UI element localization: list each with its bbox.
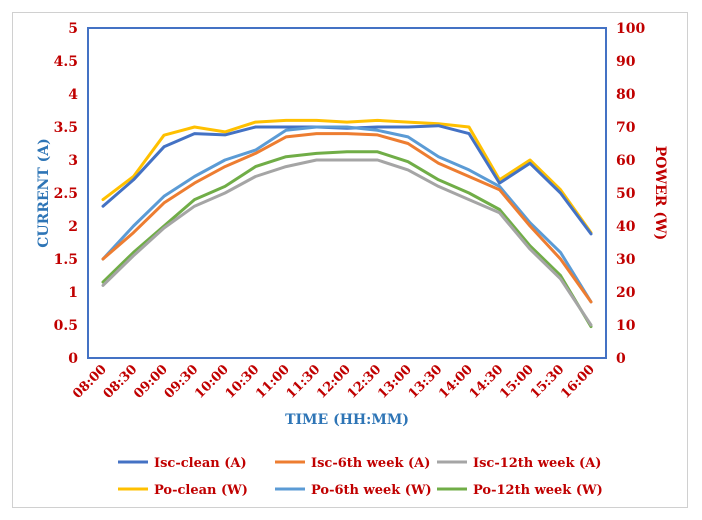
- right-tick-label: 70: [616, 120, 636, 136]
- x-tick-label: 14:00: [436, 362, 476, 402]
- series-layer: [101, 118, 593, 329]
- left-tick-label: 2.5: [54, 186, 78, 202]
- x-tick-label: 09:30: [162, 362, 202, 402]
- left-tick-label: 4.5: [54, 54, 78, 70]
- right-tick-label: 80: [616, 87, 636, 103]
- x-tick-label: 08:00: [70, 362, 110, 402]
- plot-area-border: [87, 27, 607, 359]
- x-tick-label: 08:30: [101, 362, 141, 402]
- left-tick-label: 3: [68, 153, 78, 169]
- right-tick-label: 0: [616, 351, 626, 367]
- x-tick-label: 12:30: [345, 362, 385, 402]
- left-axis-title: CURRENT (A): [36, 138, 52, 248]
- x-tick-label: 13:00: [375, 362, 415, 402]
- left-tick-label: 1.5: [54, 252, 78, 268]
- x-tick-label: 16:00: [558, 362, 598, 402]
- right-axis-title: POWER (W): [652, 146, 668, 241]
- legend-label: Isc-clean (A): [154, 456, 247, 471]
- x-tick-label: 12:00: [314, 362, 354, 402]
- x-tick-label: 09:00: [131, 362, 171, 402]
- right-tick-label: 40: [616, 219, 636, 235]
- right-tick-label: 50: [616, 186, 636, 202]
- x-tick-label: 11:00: [253, 362, 293, 402]
- right-axis-ticks: 0 10 20 30 40 50 60 70 80 90 100: [616, 21, 645, 367]
- series-line-2: [101, 132, 593, 304]
- left-tick-label: 4: [68, 87, 78, 103]
- left-tick-label: 5: [68, 21, 78, 37]
- legend-label: Po-6th week (W): [311, 483, 432, 498]
- x-axis-ticks: 08:0008:3009:0009:3010:0010:3011:0011:30…: [70, 362, 598, 402]
- left-tick-label: 1: [68, 285, 78, 301]
- right-tick-label: 90: [616, 54, 636, 70]
- x-tick-label: 11:30: [284, 362, 324, 402]
- x-tick-label: 15:00: [497, 362, 537, 402]
- x-tick-label: 15:30: [528, 362, 568, 402]
- left-tick-label: 0.5: [54, 318, 78, 334]
- x-tick-label: 10:00: [192, 362, 232, 402]
- legend-label: Isc-12th week (A): [473, 456, 601, 471]
- x-axis-title: TIME (HH:MM): [285, 412, 409, 428]
- right-tick-label: 20: [616, 285, 636, 301]
- legend-label: Po-clean (W): [154, 483, 248, 498]
- left-tick-label: 3.5: [54, 120, 78, 136]
- x-tick-label: 10:30: [223, 362, 263, 402]
- right-tick-label: 60: [616, 153, 636, 169]
- left-axis-ticks: 0 0.5 1 1.5 2 2.5 3 3.5 4 4.5 5: [54, 21, 79, 367]
- legend: Isc-clean (A) Isc-6th week (A) Isc-12th we…: [118, 456, 603, 498]
- x-tick-label: 13:30: [406, 362, 446, 402]
- right-tick-label: 100: [616, 21, 645, 37]
- series-line-6: [101, 150, 593, 329]
- legend-label: Isc-6th week (A): [311, 456, 430, 471]
- series-line-5: [101, 125, 593, 304]
- right-tick-label: 30: [616, 252, 636, 268]
- legend-label: Po-12th week (W): [473, 483, 603, 498]
- right-tick-label: 10: [616, 318, 636, 334]
- left-tick-label: 0: [68, 351, 78, 367]
- series-line-4: [101, 118, 593, 235]
- x-tick-label: 14:30: [467, 362, 507, 402]
- left-tick-label: 2: [68, 219, 78, 235]
- series-line-3: [101, 158, 593, 327]
